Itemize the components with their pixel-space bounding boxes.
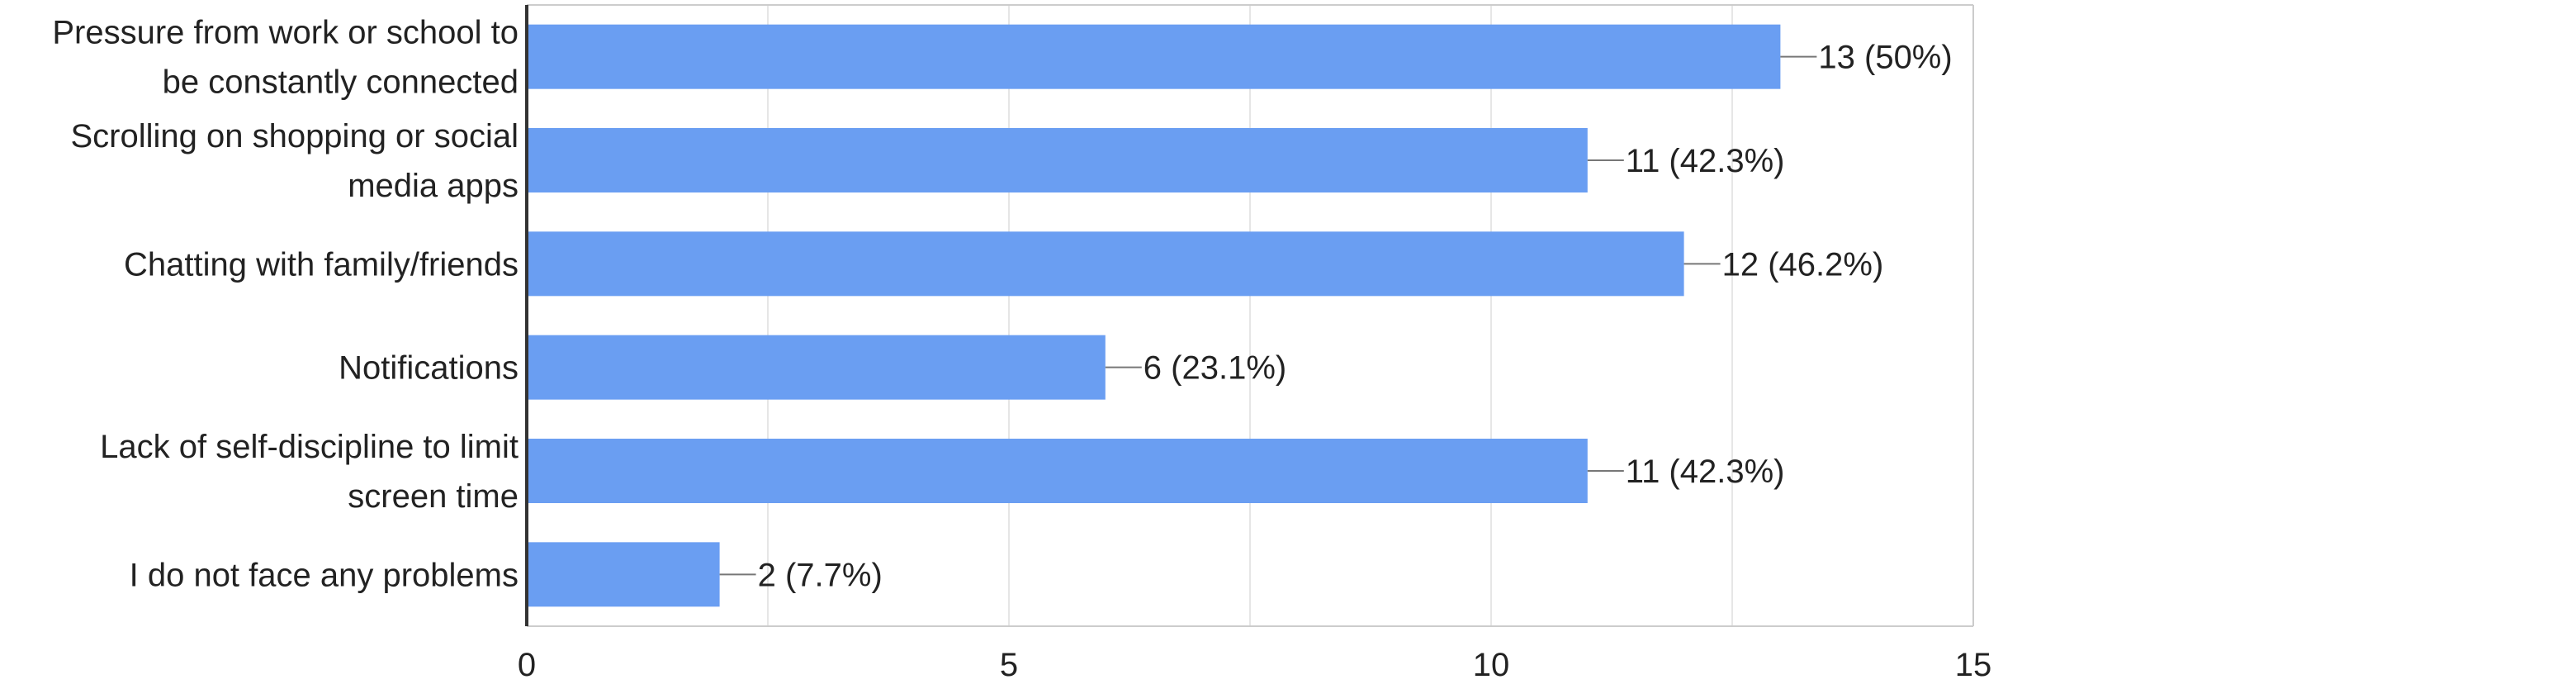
category-label: Scrolling on shopping or social media app… (70, 118, 519, 204)
x-tick-label: 5 (1000, 647, 1018, 683)
x-tick-label: 10 (1473, 647, 1510, 683)
data-label: 11 (42.3%) (1626, 143, 1785, 179)
x-tick-label: 0 (518, 647, 536, 683)
data-label-leaders (719, 55, 1817, 576)
bar (527, 439, 1588, 503)
bar (527, 128, 1588, 192)
bar (527, 231, 1684, 297)
data-label: 11 (42.3%) (1626, 454, 1785, 490)
data-label: 12 (46.2%) (1722, 246, 1884, 283)
category-label: Notifications (339, 350, 519, 387)
data-label: 2 (7.7%) (758, 557, 883, 593)
category-labels: Pressure from work or school to be consta… (52, 15, 519, 594)
category-label: I do not face any problems (130, 557, 519, 593)
data-label: 13 (50%) (1818, 40, 1952, 76)
data-labels: 13 (50%) 11 (42.3%) 12 (46.2%) 6 (23.1%) 11 … (758, 40, 1953, 594)
x-tick-label: 15 (1955, 647, 1992, 683)
data-label: 6 (23.1%) (1144, 350, 1286, 387)
bar (527, 542, 720, 607)
category-label: Lack of self-discipline to limit screen t… (100, 429, 519, 515)
bar (527, 335, 1106, 400)
bar (527, 24, 1781, 89)
category-label: Pressure from work or school to be consta… (52, 15, 519, 101)
category-label: Chatting with family/friends (124, 246, 519, 283)
bars (527, 24, 1781, 607)
axes (525, 4, 1974, 627)
x-tick-labels: 0 5 10 15 (518, 647, 1991, 683)
gridlines (526, 5, 1974, 626)
